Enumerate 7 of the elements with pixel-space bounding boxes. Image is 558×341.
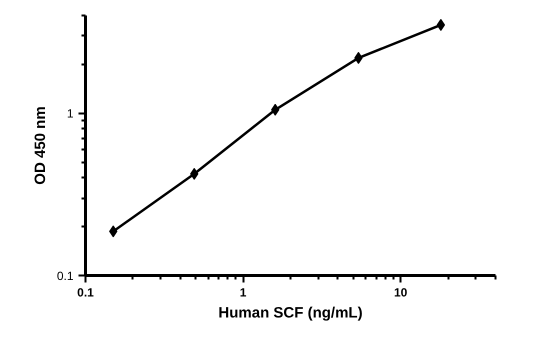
x-tick-label: 1 [240, 286, 247, 300]
point [436, 18, 446, 31]
y-axis-title: OD 450 nm [32, 106, 49, 185]
point [354, 52, 363, 64]
x-tick-label: 0.1 [77, 286, 94, 300]
x-tick-label: 10 [394, 286, 408, 300]
x-axis-title: Human SCF (ng/mL) [218, 304, 363, 322]
